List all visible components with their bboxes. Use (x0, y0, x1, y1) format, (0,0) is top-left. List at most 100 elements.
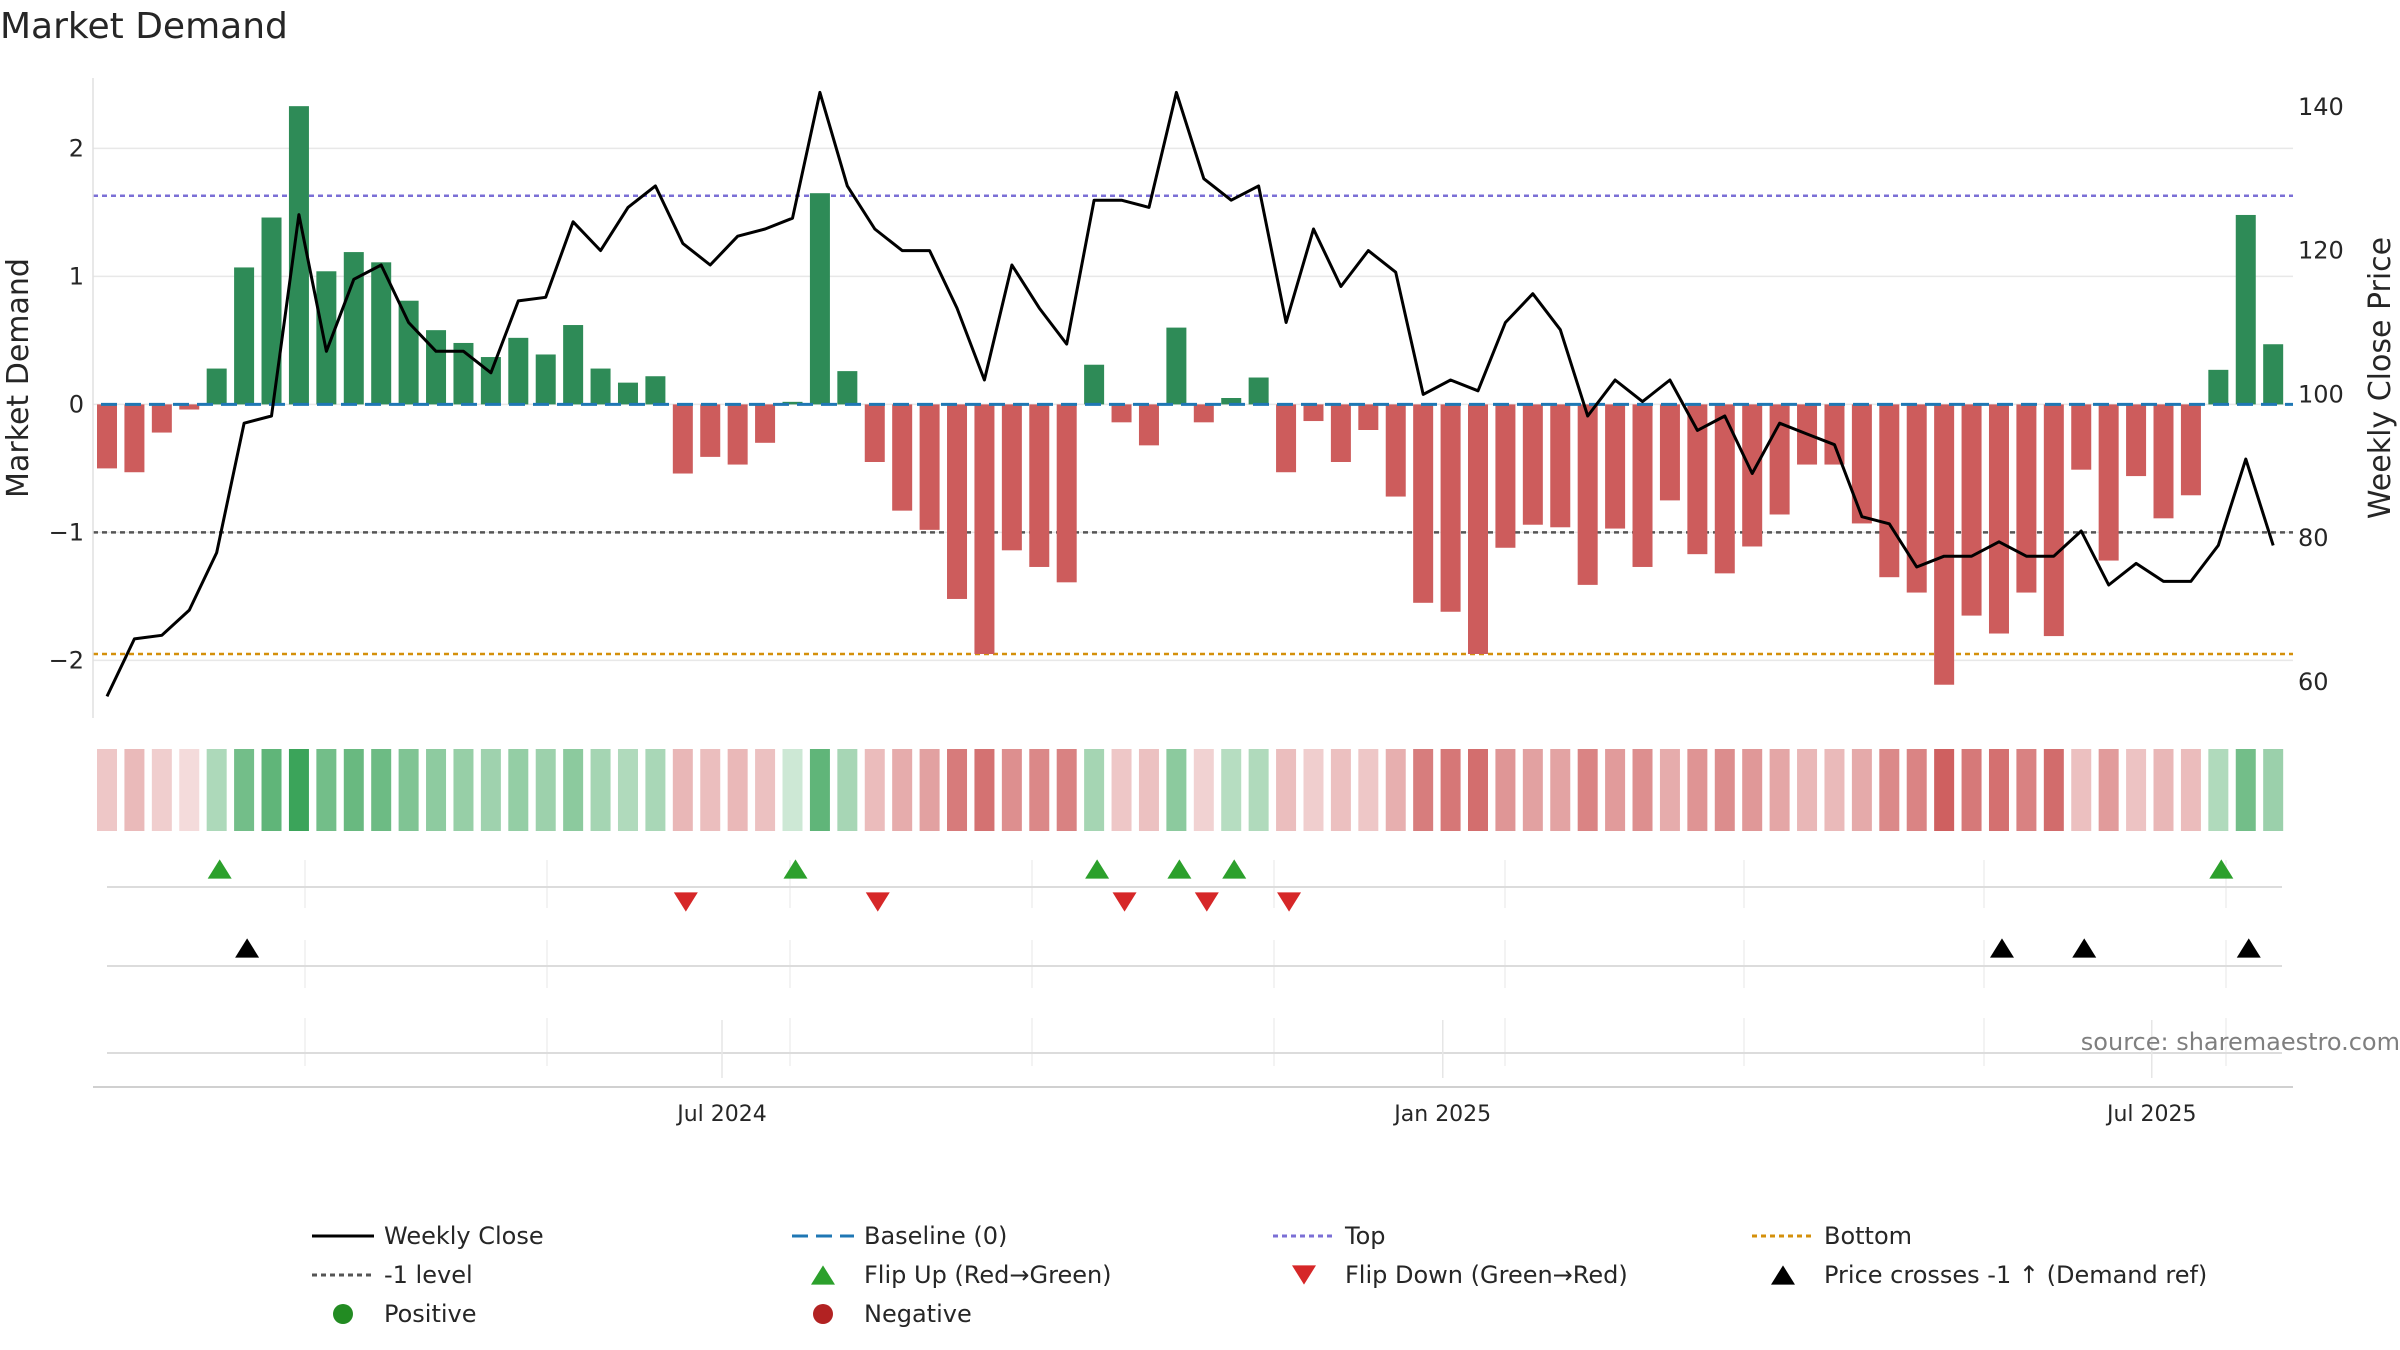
demand-bars (97, 106, 2293, 685)
demand-bar (1385, 404, 1406, 497)
heat-cell (2208, 749, 2229, 831)
heat-cell (1797, 749, 1818, 831)
demand-heat-strip (97, 749, 2284, 831)
demand-bar (1330, 404, 1351, 462)
heat-cell (700, 749, 721, 831)
demand-bar (2235, 214, 2256, 405)
empty-panel (93, 1018, 2293, 1088)
legend-item: Weekly Close (312, 1222, 544, 1250)
heat-cell (1001, 749, 1022, 831)
demand-bar (480, 357, 501, 405)
heat-cell (1934, 749, 1955, 831)
heat-cell (2016, 749, 2037, 831)
heat-cell (590, 749, 611, 831)
demand-bar (1358, 404, 1379, 430)
heat-cell (151, 749, 172, 831)
flip-up-marker (1167, 859, 1192, 879)
price-cross-panel (107, 938, 2282, 988)
heat-cell (453, 749, 474, 831)
heat-cell (1769, 749, 1790, 831)
y-tick-left-label: −1 (49, 518, 84, 546)
legend-item: Price crosses -1 ↑ (Demand ref) (1771, 1261, 2207, 1289)
heat-cell (1742, 749, 1763, 831)
legend-label: Flip Down (Green→Red) (1345, 1261, 1628, 1289)
heat-cell (1385, 749, 1406, 831)
legend-item: Positive (333, 1300, 477, 1328)
demand-bar (1742, 404, 1763, 547)
heat-cell (1084, 749, 1105, 831)
y-tick-right-label: 120 (2298, 237, 2344, 265)
x-axis-ticks: Jul 2024 Jan 2025 Jul 2025 (675, 1020, 2197, 1127)
demand-bar (1495, 404, 1516, 548)
demand-bar (809, 193, 830, 405)
demand-bar (1714, 404, 1735, 574)
heat-cell (1303, 749, 1324, 831)
demand-bar (1632, 404, 1653, 567)
price-cross-marker (2072, 938, 2097, 958)
heat-cell (288, 749, 309, 831)
heat-cell (2153, 749, 2174, 831)
y-tick-left-label: 0 (69, 390, 84, 418)
demand-bar (535, 354, 556, 405)
demand-bar (1961, 404, 1982, 616)
heat-cell (2235, 749, 2256, 831)
demand-bar (1522, 404, 1543, 525)
demand-bar (974, 404, 995, 654)
heat-cell (343, 749, 364, 831)
legend-swatch-triangle-up (1771, 1265, 1795, 1285)
heat-cell (1413, 749, 1434, 831)
heat-cell (1330, 749, 1351, 831)
heat-cell (1221, 749, 1242, 831)
heat-cell (1687, 749, 1708, 831)
heat-cell (1440, 749, 1461, 831)
weekly-close-line (105, 90, 2275, 698)
demand-bar (1906, 404, 1927, 593)
demand-bar (727, 404, 748, 465)
y-tick-right-label: 60 (2298, 668, 2329, 696)
legend-label: Top (1344, 1222, 1386, 1250)
heat-cell (535, 749, 556, 831)
heat-cell (1714, 749, 1735, 831)
heat-cell (371, 749, 392, 831)
legend-label: Price crosses -1 ↑ (Demand ref) (1824, 1261, 2207, 1289)
legend: Weekly Close Baseline (0) Top Bottom -1 leve… (312, 1222, 2207, 1328)
demand-bar (2043, 404, 2064, 637)
demand-bar (2263, 344, 2284, 405)
legend-label: Bottom (1824, 1222, 1912, 1250)
demand-bar (1303, 404, 1324, 422)
heat-cell (645, 749, 666, 831)
demand-bar (2180, 404, 2201, 496)
heat-cell (1961, 749, 1982, 831)
demand-bar (1084, 364, 1105, 405)
flip-down-marker (1112, 892, 1137, 912)
heat-cell (672, 749, 693, 831)
heat-cell (1166, 749, 1187, 831)
heat-cell (974, 749, 995, 831)
demand-bar (316, 271, 337, 405)
demand-bar (453, 342, 474, 405)
y-tick-left-label: −2 (49, 646, 84, 674)
demand-bar (1029, 404, 1050, 567)
x-tick-label: Jan 2025 (1392, 1102, 1491, 1127)
demand-bar (2016, 404, 2037, 593)
heat-cell (1906, 749, 1927, 831)
flip-down-marker (1277, 892, 1302, 912)
y-axis-left-label: Market Demand (1, 258, 36, 498)
heat-cell (782, 749, 803, 831)
heat-cell (1550, 749, 1571, 831)
source-label: source: sharemaestro.com (2081, 1028, 2400, 1056)
demand-bar (1879, 404, 1900, 578)
demand-bar (1056, 404, 1077, 583)
y-tick-right-label: 140 (2298, 93, 2344, 121)
legend-item: Negative (813, 1300, 972, 1328)
price-cross-marker (235, 938, 260, 958)
legend-label: Weekly Close (384, 1222, 544, 1250)
demand-bar (1166, 327, 1187, 405)
y-tick-left-label: 2 (69, 134, 84, 162)
demand-bar (1193, 404, 1214, 423)
legend-label: Negative (864, 1300, 972, 1328)
demand-bar (1440, 404, 1461, 612)
demand-bar (1138, 404, 1159, 446)
heat-cell (2263, 749, 2284, 831)
demand-bar (1111, 404, 1132, 423)
